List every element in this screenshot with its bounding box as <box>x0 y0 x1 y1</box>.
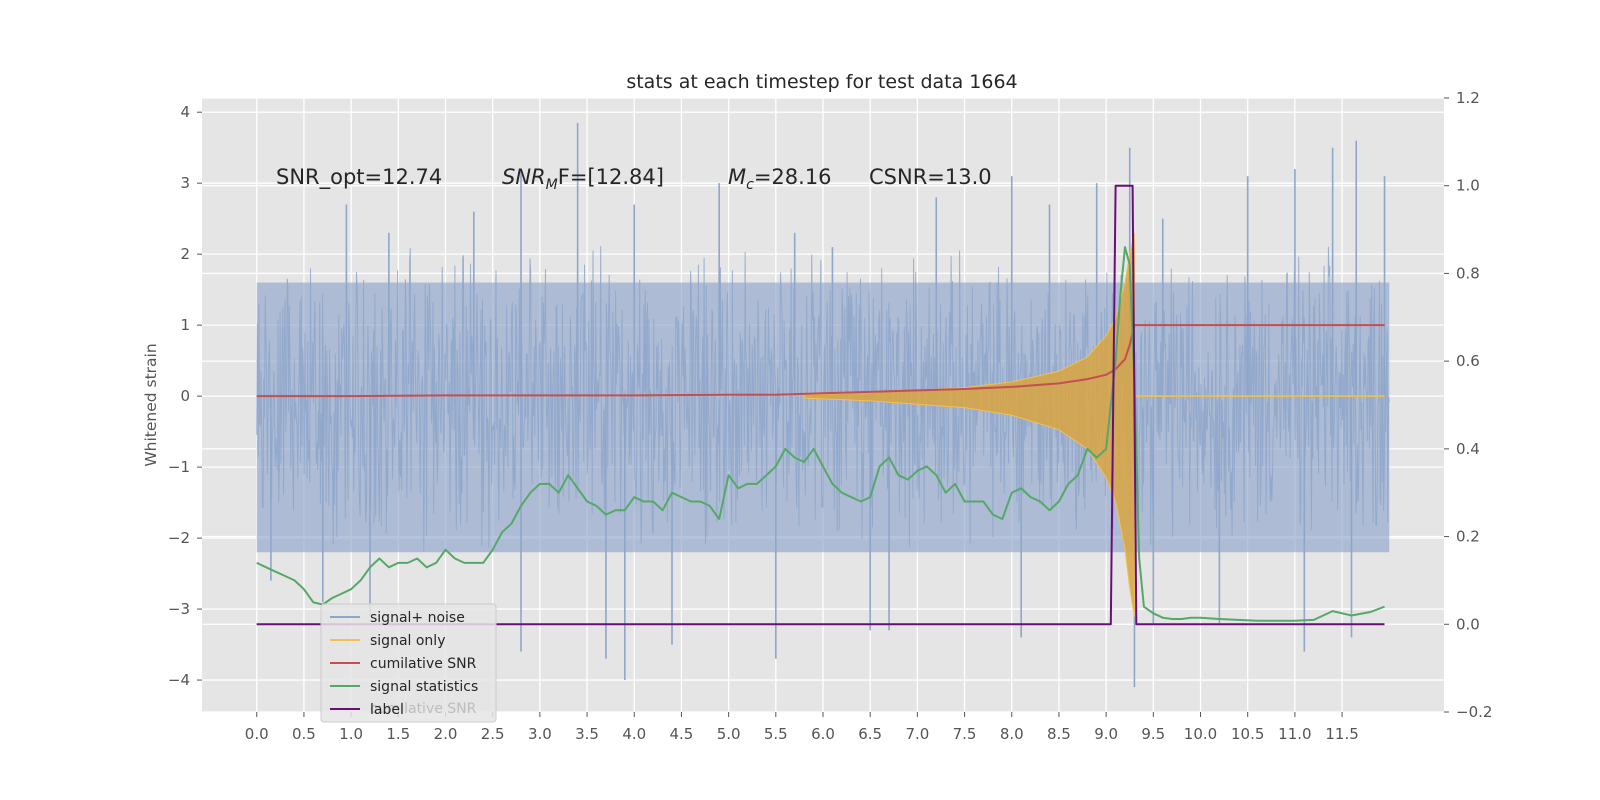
x-tick-label: 3.0 <box>528 725 552 743</box>
annotation-snr-mf-base: SNR <box>502 165 546 189</box>
x-tick-label: 9.0 <box>1094 725 1118 743</box>
legend-label-signal-noise: signal+ noise <box>370 610 465 626</box>
annotation-snr-mf-rest: F=[12.84] <box>558 165 664 189</box>
x-tick-label: 4.5 <box>670 725 694 743</box>
y-tick-label: −4 <box>168 671 190 689</box>
x-tick-label: 7.5 <box>953 725 977 743</box>
y2-tick-label: 0.8 <box>1456 264 1480 282</box>
x-tick-label: 8.0 <box>1000 725 1024 743</box>
y-axis-label: Whitened strain <box>142 343 160 466</box>
x-tick-label: 11.5 <box>1325 725 1358 743</box>
x-tick-label: 11.0 <box>1278 725 1311 743</box>
x-tick-label: 4.0 <box>622 725 646 743</box>
legend-label-signal-only: signal only <box>370 633 445 649</box>
x-tick-label: 10.5 <box>1231 725 1264 743</box>
y2-tick-label: 0.2 <box>1456 528 1480 546</box>
x-tick-label: 10.0 <box>1184 725 1217 743</box>
y-tick-label: 3 <box>180 174 190 192</box>
x-tick-label: 9.5 <box>1141 725 1165 743</box>
annotation-snr-mf-sub: M <box>546 177 558 193</box>
axes: 0.0 0.5 1.0 1.5 2.0 2.5 3.0 3.5 4.0 4.5 5.0 5.5 6.0 6… <box>168 89 1493 743</box>
signal-noise-band <box>256 282 1390 553</box>
chart-title: stats at each timestep for test data 166… <box>626 71 1017 93</box>
legend-label-signal-statistics: signal statistics <box>370 679 478 695</box>
annotation-mc: Mc=28.16 <box>728 165 832 193</box>
y2-tick-label: 0.0 <box>1456 615 1480 633</box>
x-tick-label: 2.0 <box>434 725 458 743</box>
x-tick-label: 3.5 <box>575 725 599 743</box>
y-tick-label: 0 <box>180 387 190 405</box>
signal-only-chirp <box>803 232 1135 617</box>
annotation-csnr: CSNR=13.0 <box>869 165 992 189</box>
legend-label-cumulative-snr: cumilative SNR <box>370 656 477 672</box>
x-tick-label: 8.5 <box>1047 725 1071 743</box>
x-tick-label: 1.0 <box>339 725 363 743</box>
annotation-mc-sub: c <box>746 177 754 193</box>
x-tick-label: 6.0 <box>811 725 835 743</box>
annotation-mc-base: M <box>728 165 746 189</box>
x-tick-label: 0.5 <box>292 725 316 743</box>
x-tick-label: 5.0 <box>717 725 741 743</box>
series-layer <box>256 122 1390 688</box>
annotation-snr-mf: SNRMF=[12.84] <box>502 165 664 193</box>
annotations: SNR_opt=12.74 SNRMF=[12.84] Mc=28.16 CSN… <box>276 165 992 193</box>
legend-box <box>320 603 497 723</box>
x-tick-label: 0.0 <box>245 725 269 743</box>
y-tick-label: 4 <box>180 103 190 121</box>
x-tick-label: 5.5 <box>764 725 788 743</box>
cumulative-snr-line <box>256 324 1385 398</box>
y-tick-label: −1 <box>168 458 190 476</box>
x-tick-label: 1.5 <box>386 725 410 743</box>
x-tick-label: 6.5 <box>858 725 882 743</box>
legend-label-label: label <box>370 702 404 718</box>
label-line <box>256 184 1385 626</box>
y2-tick-label: 1.2 <box>1456 89 1480 107</box>
y2-tick-label: −0.2 <box>1456 703 1492 721</box>
annotation-snr-opt: SNR_opt=12.74 <box>276 165 442 190</box>
y-tick-label: −2 <box>168 529 190 547</box>
legend-ghost-text: cumilative SNR <box>370 701 477 717</box>
y2-tick-label: 0.6 <box>1456 352 1480 370</box>
x-tick-label: 7.0 <box>905 725 929 743</box>
y2-tick-label: 0.4 <box>1456 440 1480 458</box>
legend: cumilative SNR signal+ noise signal only… <box>320 603 497 723</box>
y-tick-label: 2 <box>180 245 190 263</box>
y-tick-label: −3 <box>168 600 190 618</box>
y2-tick-label: 1.0 <box>1456 177 1480 195</box>
x-tick-label: 2.5 <box>481 725 505 743</box>
annotation-mc-rest: =28.16 <box>754 165 832 189</box>
y-tick-label: 1 <box>180 316 190 334</box>
